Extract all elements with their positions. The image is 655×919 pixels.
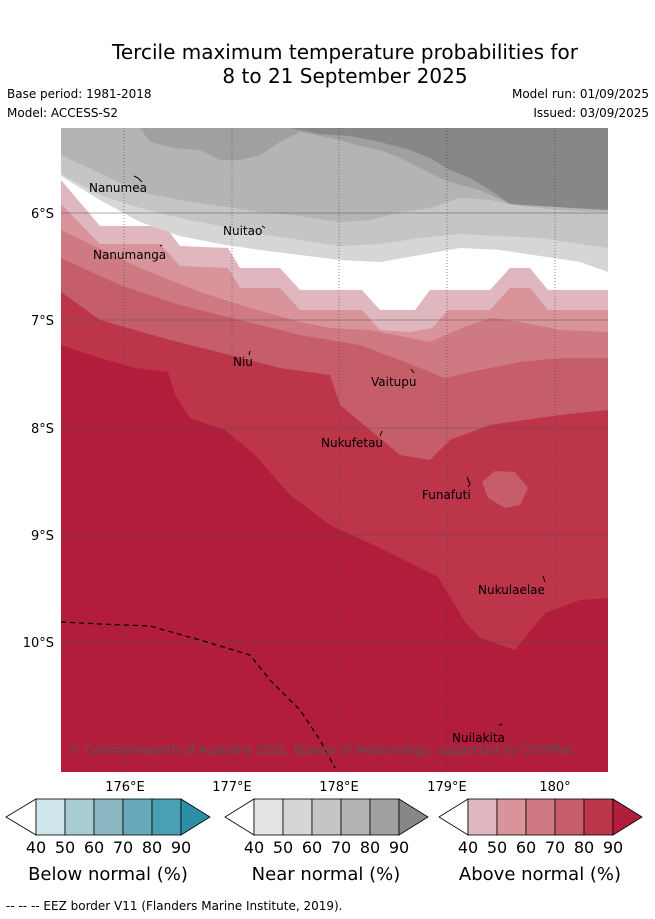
lat-label-6s: 6°S <box>31 207 54 222</box>
colorbar-above <box>438 798 643 836</box>
island-label-nuitao: Nuitao <box>223 224 262 238</box>
colorbar-below-max-arrow <box>180 798 211 836</box>
colorbar-near-max-arrow <box>398 798 429 836</box>
island-label-nukufetau: Nukufetau <box>321 436 383 450</box>
above-70-patch <box>482 471 528 508</box>
near-tick-40: 40 <box>243 838 265 857</box>
above-tick-50: 50 <box>486 838 508 857</box>
colorbar-near <box>224 798 429 836</box>
model-run: Model run: 01/09/2025 <box>511 87 649 101</box>
copyright-note: © Commonwealth of Australia 2025, Bureau… <box>69 743 574 757</box>
issued-date: Issued: 03/09/2025 <box>533 106 649 120</box>
normal-90-band <box>290 128 608 210</box>
lat-label-9s: 9°S <box>31 529 54 544</box>
colorbar-below <box>5 798 211 836</box>
near-tick-60: 60 <box>301 838 323 857</box>
lon-label-177e: 177°E <box>212 780 252 795</box>
lon-label-180: 180° <box>539 780 570 795</box>
below-tick-50: 50 <box>54 838 76 857</box>
colorbar-above-min-arrow <box>438 798 469 836</box>
below-tick-80: 80 <box>141 838 163 857</box>
above-normal-title: Above normal (%) <box>458 864 622 885</box>
islands <box>133 175 546 726</box>
near-tick-70: 70 <box>330 838 352 857</box>
graticule <box>123 128 556 772</box>
below-tick-90: 90 <box>170 838 192 857</box>
lon-labels: 176°E 177°E 178°E 179°E 180° <box>105 780 570 795</box>
island-label-nukulaelae: Nukulaelae <box>478 583 545 597</box>
footer-eez-note: -- -- -- EEZ border V11 (Flanders Marine… <box>6 899 343 913</box>
above-tick-90: 90 <box>602 838 624 857</box>
near-normal-title: Near normal (%) <box>251 864 401 885</box>
near-tick-80: 80 <box>359 838 381 857</box>
title-line-1: Tercile maximum temperature probabilitie… <box>112 40 578 64</box>
island-label-nanumanga: Nanumanga <box>93 248 166 262</box>
island-labels: Nanumea Nuitao Nanumanga Niu Vaitupu Nuk… <box>89 181 545 745</box>
lon-label-176e: 176°E <box>105 780 145 795</box>
island-label-funafuti: Funafuti <box>422 488 471 502</box>
island-label-vaitupu: Vaitupu <box>371 375 417 389</box>
colorbar-near-min-arrow <box>224 798 255 836</box>
below-tick-40: 40 <box>25 838 47 857</box>
near-tick-50: 50 <box>272 838 294 857</box>
above-tick-70: 70 <box>544 838 566 857</box>
below-tick-70: 70 <box>112 838 134 857</box>
above-tick-40: 40 <box>457 838 479 857</box>
model-name: Model: ACCESS-S2 <box>7 106 119 120</box>
island-label-niu: Niu <box>233 355 253 369</box>
title-line-2: 8 to 21 September 2025 <box>222 64 468 88</box>
lat-label-7s: 7°S <box>31 314 54 329</box>
lat-lines <box>61 212 608 643</box>
lat-label-10s: 10°S <box>23 636 54 651</box>
lon-label-178e: 178°E <box>319 780 359 795</box>
below-normal-title: Below normal (%) <box>28 864 188 885</box>
near-tick-90: 90 <box>388 838 410 857</box>
island-label-nanumea: Nanumea <box>89 181 147 195</box>
below-tick-60: 60 <box>83 838 105 857</box>
above-tick-80: 80 <box>573 838 595 857</box>
island-label-nuilakita: Nuilakita <box>452 731 505 745</box>
lat-label-8s: 8°S <box>31 422 54 437</box>
above-tick-60: 60 <box>515 838 537 857</box>
lat-labels: 6°S 7°S 8°S 9°S 10°S <box>23 207 54 651</box>
map-area <box>61 128 608 772</box>
eez-border <box>61 621 336 769</box>
base-period: Base period: 1981-2018 <box>7 87 152 101</box>
colorbar-below-min-arrow <box>5 798 37 836</box>
colorbar-above-max-arrow <box>612 798 643 836</box>
lon-label-179e: 179°E <box>427 780 467 795</box>
